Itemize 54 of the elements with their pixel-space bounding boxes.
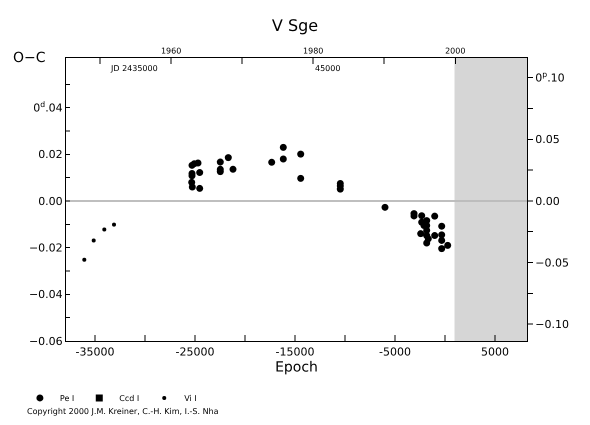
point xyxy=(382,204,388,211)
point xyxy=(268,158,276,166)
y2-tick-label: 0$^{p}$.10 xyxy=(535,70,565,85)
point xyxy=(431,212,438,220)
point xyxy=(297,150,304,158)
y-tick-label: 0.00 xyxy=(38,194,63,208)
x-tick-label: -25000 xyxy=(176,345,214,358)
y-tick-label: −0.06 xyxy=(28,334,63,348)
y-axis-title: O−C xyxy=(13,50,46,66)
point xyxy=(438,222,446,230)
point xyxy=(424,235,432,242)
point xyxy=(444,242,452,249)
legend-label: Vi I xyxy=(184,394,197,404)
point xyxy=(188,184,196,191)
point xyxy=(280,156,287,163)
point xyxy=(224,154,232,162)
point xyxy=(92,238,96,242)
annotation: 45000 xyxy=(315,64,340,73)
y-tick-label: −0.04 xyxy=(28,288,63,302)
point xyxy=(102,227,106,232)
point xyxy=(194,159,202,166)
text: Copyright 2000 J.M. Kreiner, C.-H. Kim, I.-S. Nha xyxy=(27,407,219,416)
x2-tick-label: 2000 xyxy=(445,46,466,56)
point xyxy=(297,174,304,182)
x-tick-label: 5000 xyxy=(481,345,509,358)
y2-tick-label: −0.10 xyxy=(535,318,570,331)
chart-title: V Sge xyxy=(272,16,318,36)
x-tick-label: -35000 xyxy=(76,345,114,358)
point xyxy=(431,232,438,240)
point xyxy=(280,144,287,151)
legend-label: Ccd I xyxy=(119,394,140,404)
x-tick-label: -15000 xyxy=(276,345,314,358)
x2-tick-label: 1980 xyxy=(303,46,324,56)
point xyxy=(196,184,204,192)
point xyxy=(216,158,224,166)
y-tick-label: 0$^{d}$.04 xyxy=(33,100,63,115)
annotation: JD 2435000 xyxy=(110,64,158,73)
point xyxy=(230,166,236,173)
y2-tick-label: 0.00 xyxy=(535,194,560,208)
legend-label: Pe I xyxy=(60,394,74,404)
point xyxy=(417,230,424,238)
x2-tick-label: 1960 xyxy=(160,46,182,56)
y-tick-label: 0.02 xyxy=(38,148,63,162)
point xyxy=(112,222,116,227)
point xyxy=(438,245,446,252)
y-tick-label: −0.02 xyxy=(28,242,63,255)
x-axis-title: Epoch xyxy=(275,360,318,376)
point xyxy=(196,169,204,176)
y2-tick-label: −0.05 xyxy=(535,256,570,270)
point xyxy=(82,258,86,262)
point xyxy=(418,212,426,220)
y2-tick-label: 0.05 xyxy=(535,133,560,146)
point xyxy=(438,236,446,244)
x-tick-label: -5000 xyxy=(379,345,411,358)
